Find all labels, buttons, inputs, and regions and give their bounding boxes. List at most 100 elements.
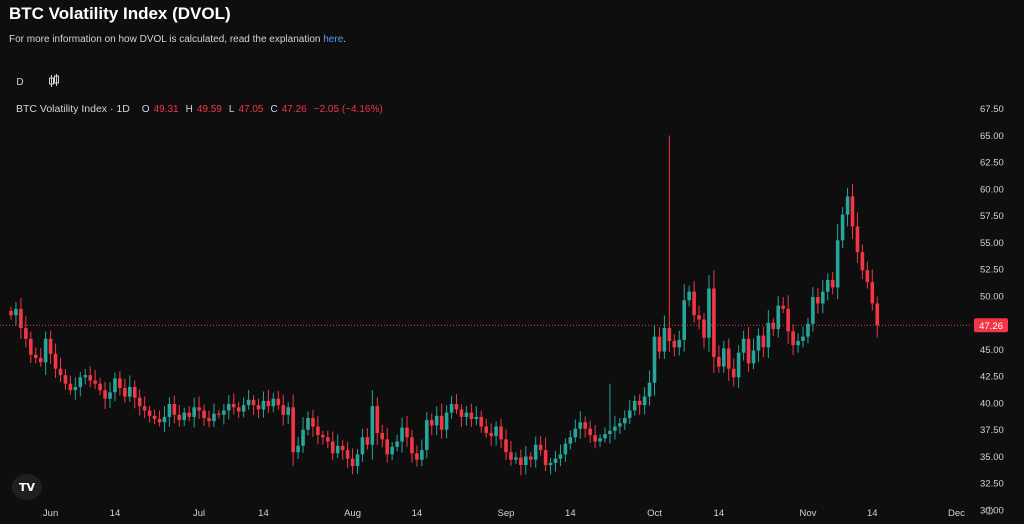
candle-body [731, 368, 736, 378]
y-tick-label: 57.50 [980, 211, 1004, 222]
y-tick-label: 52.50 [980, 265, 1004, 276]
candle-body [454, 404, 459, 410]
candle-body [405, 427, 409, 438]
candle-body [202, 410, 206, 418]
last-price-label: 47.26 [979, 321, 1003, 332]
candle-body [603, 434, 607, 439]
candle-body [93, 380, 97, 384]
candle-body [840, 214, 845, 241]
candle-body [340, 445, 345, 451]
candle-body [469, 412, 474, 420]
candle-body [350, 458, 355, 467]
candle-body [429, 420, 434, 426]
candle-body [499, 426, 503, 440]
candle-body [855, 226, 860, 253]
candle-body [400, 427, 404, 442]
candle-body [177, 414, 182, 421]
candle-body [335, 445, 340, 454]
candle-body [108, 392, 112, 399]
candle-body [791, 331, 795, 346]
candle-body [613, 426, 617, 431]
interval-button[interactable]: D [16, 77, 24, 88]
subtitle-suffix: . [343, 34, 347, 45]
candle-body [63, 375, 68, 384]
legend-symbol: BTC Volatility Index · 1D [16, 103, 130, 115]
candle-body [162, 416, 167, 423]
y-tick-label: 65.00 [980, 131, 1004, 142]
y-tick-label: 35.00 [980, 452, 1004, 463]
candle-body [776, 305, 781, 330]
x-tick-label: 14 [258, 508, 269, 519]
candle-body [722, 348, 726, 367]
candle-body [425, 420, 429, 451]
candle-body [301, 429, 305, 446]
candle-body [385, 439, 389, 455]
x-tick-label: Aug [344, 508, 361, 519]
candle-body [19, 308, 23, 329]
candle-body [835, 240, 840, 288]
candle-body [642, 396, 647, 406]
candle-body [464, 412, 469, 417]
candle-body [58, 368, 63, 376]
candle-body [677, 339, 682, 348]
candle-body [825, 279, 830, 292]
gear-icon[interactable]: ⚙ [984, 504, 995, 518]
candle-body [697, 315, 701, 320]
candle-body [68, 383, 73, 391]
candle-body [286, 407, 290, 415]
x-tick-label: 14 [565, 508, 576, 519]
candle-body [316, 426, 320, 436]
candle-body [266, 400, 271, 407]
candle-body [766, 322, 771, 348]
candle-body [14, 308, 18, 316]
y-tick-label: 62.50 [980, 158, 1004, 169]
candle-body [434, 415, 439, 426]
candle-body [321, 435, 325, 438]
candlestick-icon[interactable] [44, 74, 64, 91]
candle-body [29, 338, 33, 355]
candle-body [702, 319, 706, 338]
legend-open: 49.31 [153, 104, 179, 115]
candle-body [717, 356, 721, 367]
candle-body [118, 378, 122, 389]
candle-body [296, 445, 300, 453]
candle-body [390, 446, 394, 455]
candle-body [236, 407, 241, 412]
candle-body [222, 410, 226, 415]
y-tick-label: 55.00 [980, 238, 1004, 249]
explanation-link[interactable]: here [323, 34, 344, 45]
candle-body [756, 335, 761, 351]
candle-body [687, 291, 691, 301]
y-tick-label: 42.50 [980, 372, 1004, 383]
y-tick-label: 67.50 [980, 104, 1004, 115]
candle-body [78, 377, 83, 387]
candle-body [137, 397, 142, 407]
candle-body [152, 415, 157, 420]
candle-body [88, 375, 92, 381]
tradingview-logo[interactable]: TV [12, 474, 42, 500]
candle-body [53, 353, 58, 369]
candle-body [439, 415, 444, 430]
candle-body [627, 410, 632, 418]
candle-body [43, 338, 48, 363]
candle-body [623, 417, 627, 424]
x-tick-label: Oct [647, 508, 662, 519]
candle-body [261, 400, 266, 410]
candle-body [484, 426, 488, 433]
candle-body [637, 400, 642, 406]
candle-body [667, 328, 672, 341]
candle-body [444, 412, 449, 430]
candle-body [132, 386, 137, 398]
candle-body [330, 441, 335, 454]
candle-body [816, 297, 820, 304]
candle-body [345, 450, 350, 459]
candle-body [657, 336, 662, 352]
candle-body [395, 441, 399, 447]
candle-body [182, 412, 187, 421]
candle-body [801, 336, 805, 341]
candle-body [761, 335, 766, 348]
candle-body [474, 416, 479, 420]
y-tick-label: 45.00 [980, 345, 1004, 356]
candle-body [306, 417, 310, 430]
